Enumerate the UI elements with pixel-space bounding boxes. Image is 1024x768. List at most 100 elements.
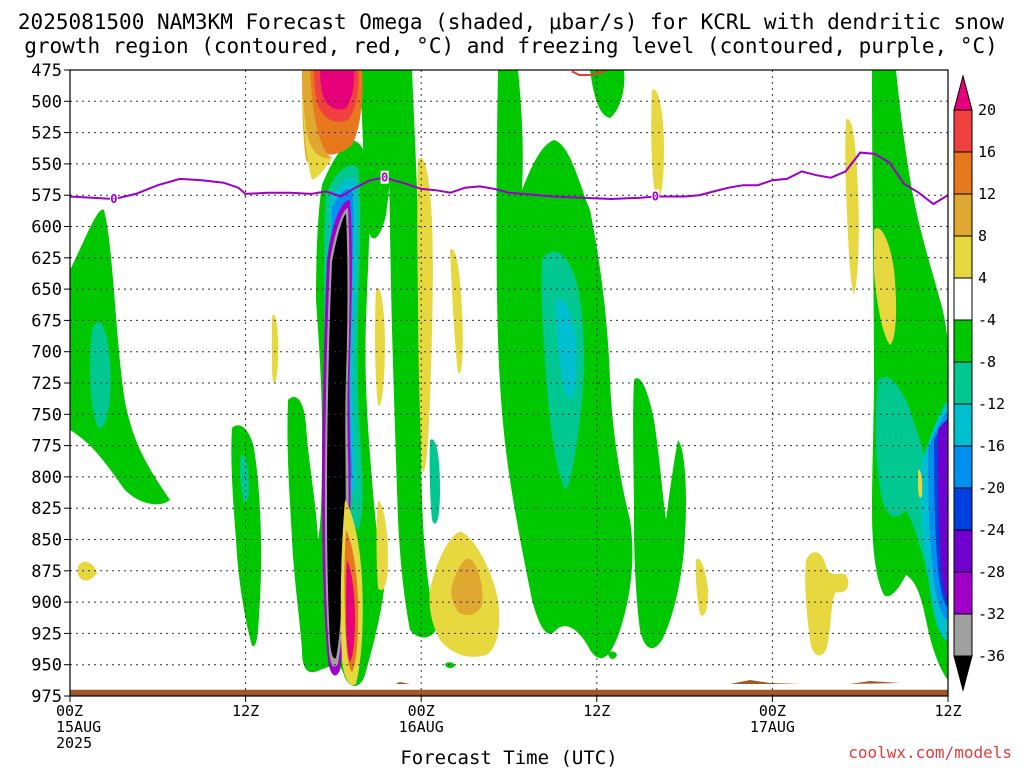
y-tick-label: 475 — [31, 61, 62, 81]
colorbar-swatch — [953, 571, 973, 615]
omega-region-yellow-850 — [845, 119, 859, 295]
omega-region-yellow-left — [78, 561, 97, 581]
x-tick-label: 12Z — [934, 702, 961, 720]
y-tick-label: 550 — [31, 155, 62, 175]
y-tick-label: 975 — [31, 687, 62, 707]
y-tick-label: 625 — [31, 249, 62, 269]
colorbar-swatch — [953, 319, 973, 363]
x-tick-label: 00Z — [759, 702, 786, 720]
colorbar-swatch — [953, 151, 973, 195]
y-tick-label: 825 — [31, 499, 62, 519]
x-tick-label: 16AUG — [399, 718, 444, 736]
omega-region-yellow-dot-right — [918, 469, 923, 499]
y-tick-label: 800 — [31, 468, 62, 488]
colorbar-label: 8 — [978, 227, 987, 245]
colorbar-label: -32 — [978, 605, 1005, 623]
y-tick-label: 700 — [31, 343, 62, 363]
colorbar-label: -4 — [978, 311, 996, 329]
colorbar-label: -36 — [978, 647, 1005, 665]
colorbar-swatch — [953, 403, 973, 447]
freezing-level-contour — [69, 151, 949, 206]
colorbar-label: -20 — [978, 479, 1005, 497]
colorbar-swatch — [953, 74, 973, 111]
y-tick-label: 650 — [31, 280, 62, 300]
colorbar-label: -16 — [978, 437, 1005, 455]
omega-region-yellow-650z — [651, 89, 664, 201]
freezing-level-label: 0 — [110, 192, 117, 206]
grid-lines — [70, 70, 948, 696]
omega-region-green-left — [70, 209, 170, 505]
omega-shading — [70, 70, 948, 686]
freezing-level-label: 0 — [381, 171, 388, 185]
omega-region-yellow-right — [874, 228, 897, 345]
credit-link[interactable]: coolwx.com/models — [848, 743, 1012, 762]
freezing-level-labels: 0 0 0 — [109, 170, 660, 206]
omega-region-teal-left — [90, 322, 111, 429]
omega-region-green-top — [360, 70, 394, 239]
colorbar-label: 16 — [978, 143, 996, 161]
y-tick-label: 950 — [31, 656, 62, 676]
x-tick-label: 00Z — [56, 702, 83, 720]
omega-region-magenta-lower — [346, 560, 355, 662]
colorbar-swatch — [953, 529, 973, 573]
x-tick-label: 12Z — [232, 702, 259, 720]
colorbar-swatch — [953, 655, 973, 692]
x-tick-label: 15AUG — [56, 718, 101, 736]
omega-region-gold-blob-875 — [451, 558, 483, 616]
omega-region-yellow-stripe-4 — [450, 249, 463, 374]
omega-region-purple-right — [938, 420, 948, 600]
omega-region-green-12z — [231, 425, 262, 647]
colorbar-swatch — [953, 445, 973, 489]
x-tick-label: 2025 — [56, 734, 92, 752]
freezing-level-label-bg — [380, 170, 389, 184]
colorbar-label: 12 — [978, 185, 996, 203]
y-tick-label: 600 — [31, 218, 62, 238]
y-tick-label: 775 — [31, 437, 62, 457]
y-tick-label: 850 — [31, 531, 62, 551]
freezing-level-label-bg — [109, 191, 118, 205]
colorbar-label: -24 — [978, 521, 1005, 539]
colorbar-label: 20 — [978, 101, 996, 119]
omega-region-yellow-810 — [805, 552, 849, 656]
dendritic-growth-contour — [571, 70, 608, 76]
x-tick-label: 17AUG — [750, 718, 795, 736]
omega-region-yellow-700z — [695, 558, 708, 616]
omega-region-green-stripe-2 — [388, 70, 436, 638]
colorbar: 20 16 12 8 4 -4 -8 -12 -16 -20 -24 -28 -32 -36 — [953, 74, 1005, 692]
omega-region-cyan-mid — [555, 298, 577, 400]
omega-region-yellow-stripe-3 — [417, 157, 433, 472]
colorbar-swatch — [953, 109, 973, 153]
y-tick-label: 900 — [31, 593, 62, 613]
omega-region-yellow-stripe-1 — [374, 288, 385, 406]
colorbar-label: -28 — [978, 563, 1005, 581]
colorbar-swatch — [953, 235, 973, 279]
omega-region-green-top-right-mid — [590, 70, 625, 118]
y-tick-label: 500 — [31, 92, 62, 112]
y-tick-label: 725 — [31, 374, 62, 394]
colorbar-label: -12 — [978, 395, 1005, 413]
colorbar-swatch — [953, 193, 973, 237]
y-tick-label: 575 — [31, 186, 62, 206]
y-tick-label: 525 — [31, 124, 62, 144]
omega-region-yellow-top — [302, 90, 332, 180]
colorbar-swatch — [953, 613, 973, 657]
omega-region-teal-stripe-2 — [429, 439, 440, 524]
omega-region-yellow-12z — [272, 314, 279, 384]
freezing-level-label-bg — [651, 189, 660, 203]
colorbar-label: -8 — [978, 353, 996, 371]
chart-title-line-2: growth region (contoured, red, °C) and f… — [24, 34, 998, 58]
y-tick-label: 875 — [31, 562, 62, 582]
x-axis-label: Forecast Time (UTC) — [400, 747, 617, 768]
colorbar-swatch — [953, 361, 973, 405]
omega-region-yellow-stripe-2 — [376, 500, 388, 591]
colorbar-label: 4 — [978, 269, 987, 287]
chart-title-line-1: 2025081500 NAM3KM Forecast Omega (shaded… — [18, 10, 1005, 34]
colorbar-swatch — [953, 487, 973, 531]
x-tick-label: 00Z — [408, 702, 435, 720]
x-tick-label: 12Z — [583, 702, 610, 720]
y-tick-label: 750 — [31, 405, 62, 425]
y-axis-ticks: 475 500 525 550 575 600 625 650 675 700 725 750 775 8… — [31, 61, 70, 707]
colorbar-swatch — [953, 277, 973, 321]
